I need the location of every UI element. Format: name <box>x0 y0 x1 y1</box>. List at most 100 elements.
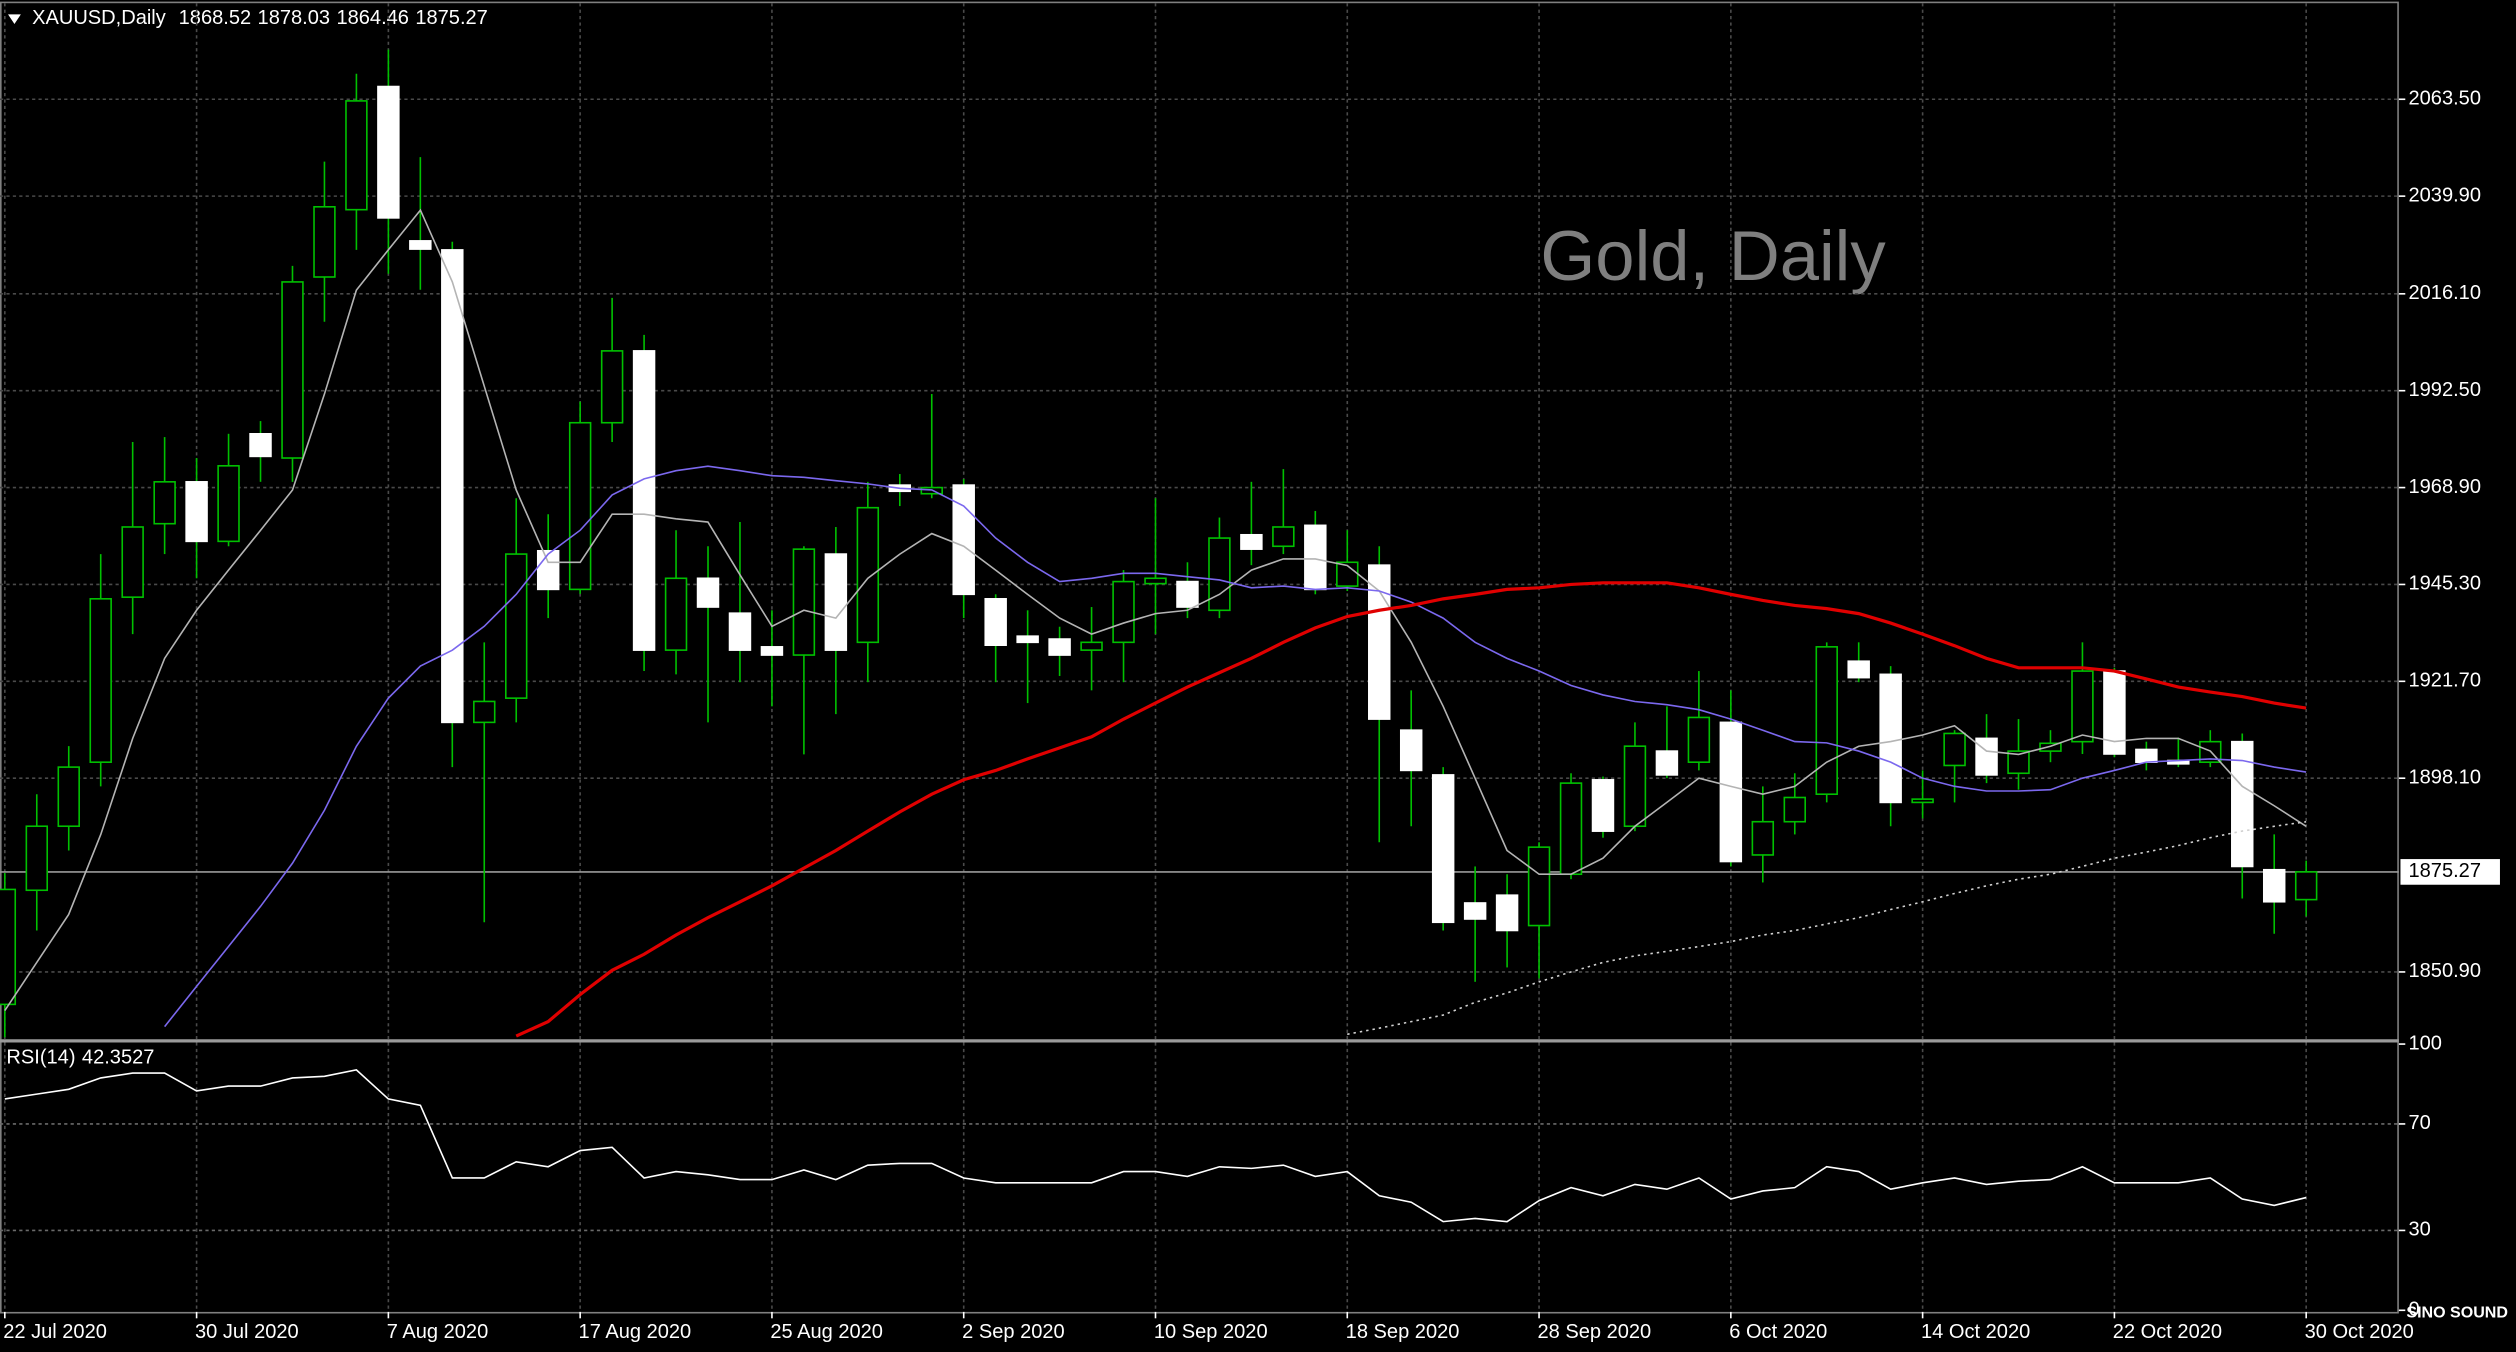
candle-body <box>1943 732 1966 767</box>
candle-body <box>1783 796 1807 823</box>
candle-body <box>409 240 432 250</box>
candle-body <box>345 100 368 211</box>
x-tick-label: 30 Jul 2020 <box>195 1321 299 1343</box>
candle-body <box>2007 750 2030 775</box>
candle-body <box>1559 782 1583 876</box>
candle-body <box>1016 635 1039 644</box>
candle-body <box>217 465 240 543</box>
candle-body <box>377 85 400 219</box>
price-label: 1875.27 <box>2408 860 2480 882</box>
y-tick-label: 1945.30 <box>2408 573 2480 595</box>
y-tick-label: 2039.90 <box>2408 184 2480 206</box>
candle-body <box>1911 798 1934 804</box>
candle-body <box>1176 580 1199 608</box>
candle-body <box>2071 670 2094 743</box>
y-tick-label: 1992.50 <box>2408 379 2480 401</box>
x-tick-label: 22 Oct 2020 <box>2113 1321 2222 1343</box>
y-tick-label: 70 <box>2408 1112 2430 1134</box>
menu-triangle[interactable] <box>8 14 21 25</box>
candle-body <box>1879 673 1902 804</box>
open-value: 1868.52 <box>179 8 251 30</box>
rsi-title: RSI(14) <box>6 1047 75 1069</box>
indicator-line <box>164 465 2307 1028</box>
logo: SINO SOUND <box>2406 1304 2508 1322</box>
axes: 2063.50 2039.90 2016.10 1992.50 1968.90 1945.… <box>3 88 2500 1343</box>
candle-body <box>1815 646 1838 796</box>
candle-body <box>696 577 720 608</box>
candle-body <box>504 553 528 699</box>
y-tick-label: 30 <box>2408 1219 2430 1241</box>
candle-body <box>313 206 336 278</box>
y-tick-label: 100 <box>2408 1032 2441 1054</box>
candle-body <box>1655 750 1679 776</box>
candle-body <box>89 598 112 763</box>
candle-body <box>281 281 304 459</box>
candle-body <box>1431 774 1455 924</box>
candle-body <box>1304 524 1327 591</box>
candle-body <box>185 481 208 543</box>
indicator-line <box>4 1069 2307 1223</box>
candle-body <box>1527 846 1551 927</box>
candle-body <box>249 432 272 458</box>
candle-body <box>2231 740 2254 868</box>
x-tick-label: 18 Sep 2020 <box>1346 1321 1460 1343</box>
candle-body <box>57 766 80 828</box>
candle-body <box>1144 577 1167 585</box>
candle-body <box>121 526 144 598</box>
candle-body <box>2262 868 2286 903</box>
candle-body <box>1399 729 1423 772</box>
y-tick-label: 2016.10 <box>2408 282 2480 304</box>
watermark: Gold, Daily <box>1540 216 1886 295</box>
y-tick-label: 0 <box>2408 1299 2419 1321</box>
low-value: 1864.46 <box>336 8 408 30</box>
candle-body <box>952 484 975 596</box>
candle-body <box>153 481 176 525</box>
candle-body <box>824 553 848 651</box>
candle-body <box>1687 716 1711 763</box>
indicator-line <box>515 581 2307 1038</box>
x-tick-label: 22 Jul 2020 <box>3 1321 107 1343</box>
candle-body <box>1847 660 1870 679</box>
candle-body <box>1751 820 1775 856</box>
rsi-header: RSI(14) 42.3527 <box>6 1047 154 1069</box>
candle-body <box>792 548 816 656</box>
x-tick-label: 28 Sep 2020 <box>1537 1321 1651 1343</box>
high-value: 1878.03 <box>258 8 330 30</box>
candle-body <box>2294 871 2318 901</box>
candle-body <box>856 506 880 644</box>
candle-body <box>760 646 784 656</box>
x-tick-label: 17 Aug 2020 <box>579 1321 692 1343</box>
symbol-header: XAUUSD,Daily 1868.52 1878.03 1864.46 1875.27 <box>32 8 488 30</box>
candle-body <box>632 350 656 651</box>
close-value: 1875.27 <box>415 8 487 30</box>
x-tick-label: 6 Oct 2020 <box>1729 1321 1827 1343</box>
candle-body <box>1591 779 1615 832</box>
candle-body <box>2039 742 2062 752</box>
symbol: XAUUSD,Daily <box>32 8 166 30</box>
candle-body <box>568 421 592 591</box>
y-tick-label: 2063.50 <box>2408 88 2480 110</box>
x-tick-label: 7 Aug 2020 <box>387 1321 488 1343</box>
x-tick-label: 10 Sep 2020 <box>1154 1321 1268 1343</box>
candle-body <box>2135 748 2158 763</box>
indicator-line <box>4 208 2307 1011</box>
candle-body <box>1719 721 1743 863</box>
x-tick-label: 25 Aug 2020 <box>770 1321 883 1343</box>
candle-body <box>600 350 624 424</box>
candle-body <box>1975 737 1998 776</box>
y-tick-label: 1921.70 <box>2408 670 2480 692</box>
candle-body <box>1208 537 1231 612</box>
y-tick-label: 1850.90 <box>2408 960 2480 982</box>
rsi-plot <box>0 1042 2399 1312</box>
candle-body <box>1495 894 1519 932</box>
y-tick-label: 1898.10 <box>2408 766 2480 788</box>
candle-body <box>1623 745 1647 828</box>
candle-body <box>664 577 688 651</box>
x-tick-label: 30 Oct 2020 <box>2305 1321 2414 1343</box>
rsi-value: 42.3527 <box>82 1047 154 1069</box>
x-tick-label: 14 Oct 2020 <box>1921 1321 2030 1343</box>
candle-body <box>1112 580 1135 644</box>
